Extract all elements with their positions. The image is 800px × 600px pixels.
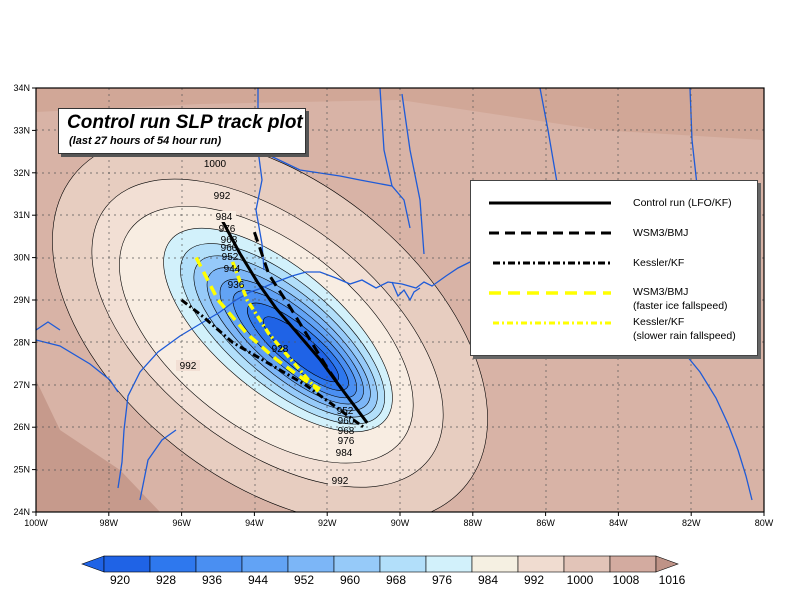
storm-tracks	[180, 218, 369, 429]
legend-swatch-yellow-dashdot	[493, 321, 611, 325]
colorbar-label: 944	[248, 573, 268, 587]
contour-label: 960	[221, 243, 238, 254]
colorbar-label: 936	[202, 573, 222, 587]
legend-swatch-yellow-dashed	[489, 291, 611, 295]
contour-label: 936	[228, 280, 245, 291]
contour-label: 952	[337, 406, 354, 417]
colorbar-label: 976	[432, 573, 452, 587]
legend-swatch-dashed	[489, 231, 611, 235]
x-tick-label: 84W	[609, 518, 628, 528]
y-tick-label: 28N	[13, 337, 30, 347]
y-axis: 24N 25N 26N 27N 28N 29N 30N 31N 32N 33N 34N	[13, 83, 36, 517]
contour-label: 1000	[204, 159, 227, 170]
x-axis: 100W 98W 96W 94W 92W 90W 88W 86W 84W 82W 80W	[24, 512, 774, 528]
colorbar-label: 1000	[567, 573, 594, 587]
colorbar-swatch	[609, 555, 657, 573]
contour-label: 960	[338, 416, 355, 427]
legend-swatch-solid	[489, 201, 611, 205]
legend-swatch-dashdot	[493, 261, 611, 265]
legend-item-wsm3: WSM3/BMJ	[471, 225, 757, 255]
colorbar-high-arrow	[655, 555, 679, 573]
contour-label: 944	[224, 264, 241, 275]
y-tick-label: 29N	[13, 295, 30, 305]
legend-item-kessler: Kessler/KF	[471, 255, 757, 285]
legend-note: (slower rain fallspeed)	[633, 330, 736, 342]
track-series-0	[220, 218, 369, 424]
contour-label: 976	[219, 224, 236, 235]
x-tick-label: 82W	[682, 518, 701, 528]
x-tick-label: 86W	[536, 518, 555, 528]
x-tick-label: 88W	[464, 518, 483, 528]
contour-label: 984	[336, 448, 353, 459]
legend-label: Kessler/KF	[633, 316, 685, 328]
y-tick-label: 34N	[13, 83, 30, 93]
chart-subtitle: (last 27 hours of 54 hour run)	[69, 135, 222, 147]
track-series-1	[252, 231, 343, 390]
x-tick-label: 94W	[245, 518, 264, 528]
x-tick-label: 100W	[24, 518, 48, 528]
colorbar-swatch	[149, 555, 197, 573]
colorbar-label: 928	[156, 573, 176, 587]
y-tick-label: 33N	[13, 125, 30, 135]
colorbar-swatch	[241, 555, 289, 573]
x-tick-label: 98W	[100, 518, 119, 528]
contour-label: 968	[338, 426, 355, 437]
legend-label: Control run (LFO/KF)	[633, 197, 732, 209]
legend-label: WSM3/BMJ	[633, 286, 689, 298]
colorbar-swatch	[517, 555, 565, 573]
y-tick-label: 27N	[13, 380, 30, 390]
x-tick-label: 90W	[391, 518, 410, 528]
colorbar-label: 968	[386, 573, 406, 587]
colorbar-swatch	[471, 555, 519, 573]
colorbar-label: 984	[478, 573, 498, 587]
contour-label: 952	[222, 252, 239, 263]
colorbar-low-arrow	[81, 555, 105, 573]
legend: Control run (LFO/KF) WSM3/BMJ Kessler/KF…	[470, 180, 758, 356]
legend-item-wsm3-faster: WSM3/BMJ (faster ice fallspeed)	[471, 285, 757, 315]
track-series-2	[180, 298, 365, 429]
colorbar-swatch	[333, 555, 381, 573]
y-tick-label: 30N	[13, 253, 30, 263]
y-tick-label: 24N	[13, 507, 30, 517]
colorbar-swatch	[379, 555, 427, 573]
x-tick-label: 92W	[318, 518, 337, 528]
colorbar-swatch	[563, 555, 611, 573]
colorbar-swatch	[425, 555, 473, 573]
legend-note: (faster ice fallspeed)	[633, 300, 728, 312]
contour-label: 968	[221, 235, 238, 246]
legend-label: Kessler/KF	[633, 257, 685, 269]
y-tick-label: 25N	[13, 465, 30, 475]
contour-label: 928	[272, 344, 289, 355]
x-tick-label: 96W	[172, 518, 191, 528]
colorbar-swatch	[103, 555, 151, 573]
title-box: Control run SLP track plot (last 27 hour…	[58, 108, 306, 154]
contour-label: 976	[338, 436, 355, 447]
y-tick-label: 32N	[13, 168, 30, 178]
legend-label: WSM3/BMJ	[633, 227, 689, 239]
colorbar-swatch	[287, 555, 335, 573]
chart-title: Control run SLP track plot	[67, 112, 303, 133]
y-tick-label: 26N	[13, 422, 30, 432]
colorbar-label: 1008	[613, 573, 640, 587]
legend-item-kessler-slower: Kessler/KF (slower rain fallspeed)	[471, 315, 757, 345]
colorbar-label: 920	[110, 573, 130, 587]
contour-label: 992	[332, 476, 349, 487]
contour-label: 992	[180, 361, 197, 372]
contour-labels: 1000 992 992 984 976 968 960 952 944 936…	[176, 157, 356, 487]
track-series-4	[230, 261, 322, 395]
track-series-3	[194, 256, 321, 391]
x-tick-label: 80W	[755, 518, 774, 528]
colorbar-label: 960	[340, 573, 360, 587]
colorbar-label: 952	[294, 573, 314, 587]
contour-label: 984	[216, 212, 233, 223]
colorbar: 920 928 936 944 952 960 968 976 984 992 1000 1008 10…	[81, 555, 686, 587]
contour-label: 992	[214, 191, 231, 202]
colorbar-swatch	[195, 555, 243, 573]
y-tick-label: 31N	[13, 210, 30, 220]
legend-item-control: Control run (LFO/KF)	[471, 195, 757, 225]
colorbar-label: 1016	[659, 573, 686, 587]
colorbar-label: 992	[524, 573, 544, 587]
